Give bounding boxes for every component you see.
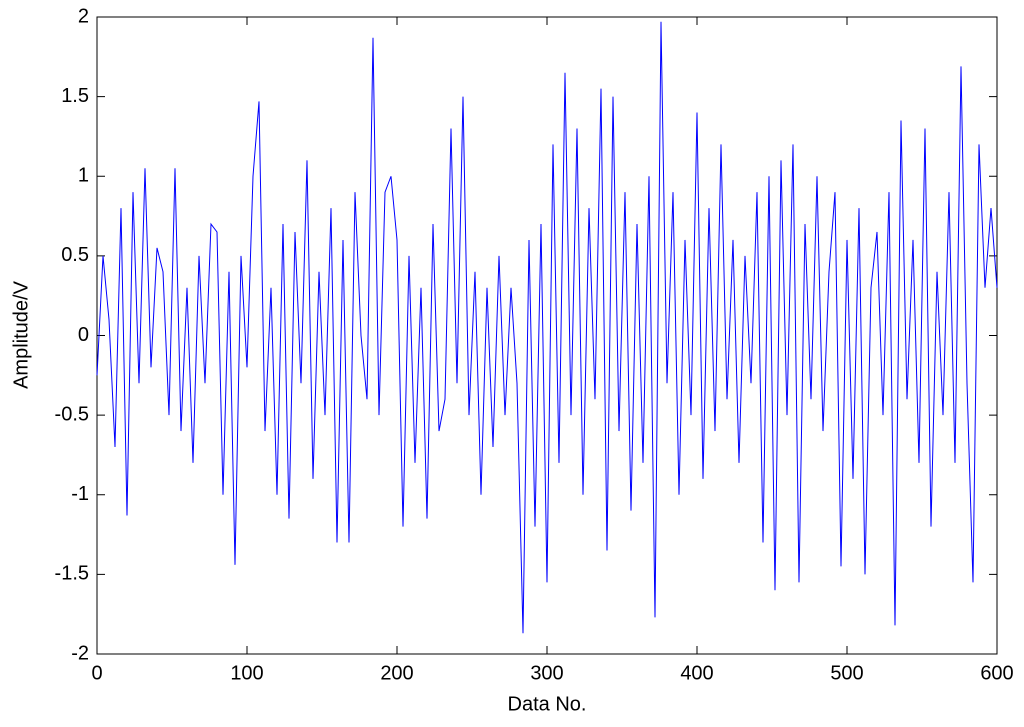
line-series	[96, 21, 998, 634]
y-tick-label: -2	[71, 642, 89, 664]
y-tick-label: -0.5	[55, 403, 89, 425]
y-tick-label: -1.5	[55, 563, 89, 585]
x-tick-label: 300	[530, 662, 563, 684]
x-axis-label: Data No.	[508, 693, 587, 715]
x-tick-label: 200	[380, 662, 413, 684]
x-tick-label: 500	[830, 662, 863, 684]
x-tick-label: 100	[230, 662, 263, 684]
y-tick-label: 0.5	[61, 244, 89, 266]
y-tick-label: 2	[78, 5, 89, 27]
y-tick-label: 1	[78, 165, 89, 187]
x-tick-label: 600	[980, 662, 1013, 684]
y-tick-label: 1.5	[61, 85, 89, 107]
x-tick-label: 400	[680, 662, 713, 684]
y-tick-label: -1	[71, 483, 89, 505]
y-axis-label: Amplitude/V	[10, 280, 32, 388]
x-tick-label: 0	[91, 662, 102, 684]
y-tick-label: 0	[78, 324, 89, 346]
